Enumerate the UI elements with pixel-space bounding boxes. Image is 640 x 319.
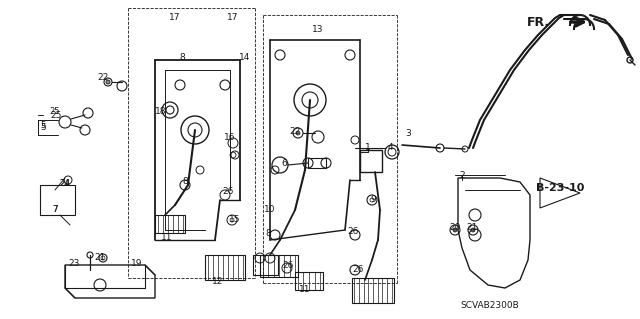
Text: 10: 10 xyxy=(264,205,276,214)
Text: 8: 8 xyxy=(179,53,185,62)
Text: 21: 21 xyxy=(94,253,106,262)
Text: 19: 19 xyxy=(131,258,143,268)
Text: 7: 7 xyxy=(52,205,58,214)
Text: 15: 15 xyxy=(229,216,241,225)
Text: 6: 6 xyxy=(281,159,287,167)
Bar xyxy=(40,185,75,215)
Text: 24: 24 xyxy=(60,180,70,189)
Text: 13: 13 xyxy=(312,26,324,34)
Text: 26: 26 xyxy=(222,188,234,197)
Bar xyxy=(295,272,323,290)
Circle shape xyxy=(471,228,475,232)
Text: B-23-10: B-23-10 xyxy=(536,183,584,193)
Text: 21: 21 xyxy=(467,224,477,233)
Bar xyxy=(352,278,394,303)
Text: 20: 20 xyxy=(449,224,461,233)
Text: SCVAB2300B: SCVAB2300B xyxy=(461,300,520,309)
Bar xyxy=(308,158,326,168)
Circle shape xyxy=(106,80,110,84)
Text: 7: 7 xyxy=(52,205,58,214)
Text: 17: 17 xyxy=(227,13,239,23)
Text: 11: 11 xyxy=(161,234,173,242)
Text: 26: 26 xyxy=(348,227,358,236)
Bar xyxy=(253,255,278,275)
Bar xyxy=(155,215,185,233)
Text: 5: 5 xyxy=(40,123,46,132)
Text: 25: 25 xyxy=(51,110,61,120)
Text: 26: 26 xyxy=(352,265,364,275)
Text: 12: 12 xyxy=(212,278,224,286)
Bar xyxy=(260,255,298,277)
Text: 18: 18 xyxy=(156,108,167,116)
Text: 22: 22 xyxy=(97,73,109,83)
Text: 5: 5 xyxy=(40,121,45,130)
Text: 8: 8 xyxy=(182,177,188,187)
Text: 14: 14 xyxy=(239,54,251,63)
Text: 17: 17 xyxy=(169,13,180,23)
Text: FR.: FR. xyxy=(527,16,550,28)
Text: 16: 16 xyxy=(224,133,236,143)
Text: 26: 26 xyxy=(282,261,294,270)
Bar xyxy=(360,150,382,172)
Text: 25: 25 xyxy=(50,108,60,116)
Text: 9: 9 xyxy=(370,196,376,204)
Bar xyxy=(205,255,245,280)
Text: 8: 8 xyxy=(265,228,271,238)
Circle shape xyxy=(453,228,457,232)
Text: 2: 2 xyxy=(459,170,465,180)
Text: 11: 11 xyxy=(300,286,311,294)
Text: 23: 23 xyxy=(68,258,80,268)
Text: 1: 1 xyxy=(365,144,371,152)
Text: 4: 4 xyxy=(387,144,393,152)
Text: 24: 24 xyxy=(60,180,70,189)
Text: 22: 22 xyxy=(289,128,301,137)
Circle shape xyxy=(296,131,300,135)
Text: 3: 3 xyxy=(405,129,411,137)
